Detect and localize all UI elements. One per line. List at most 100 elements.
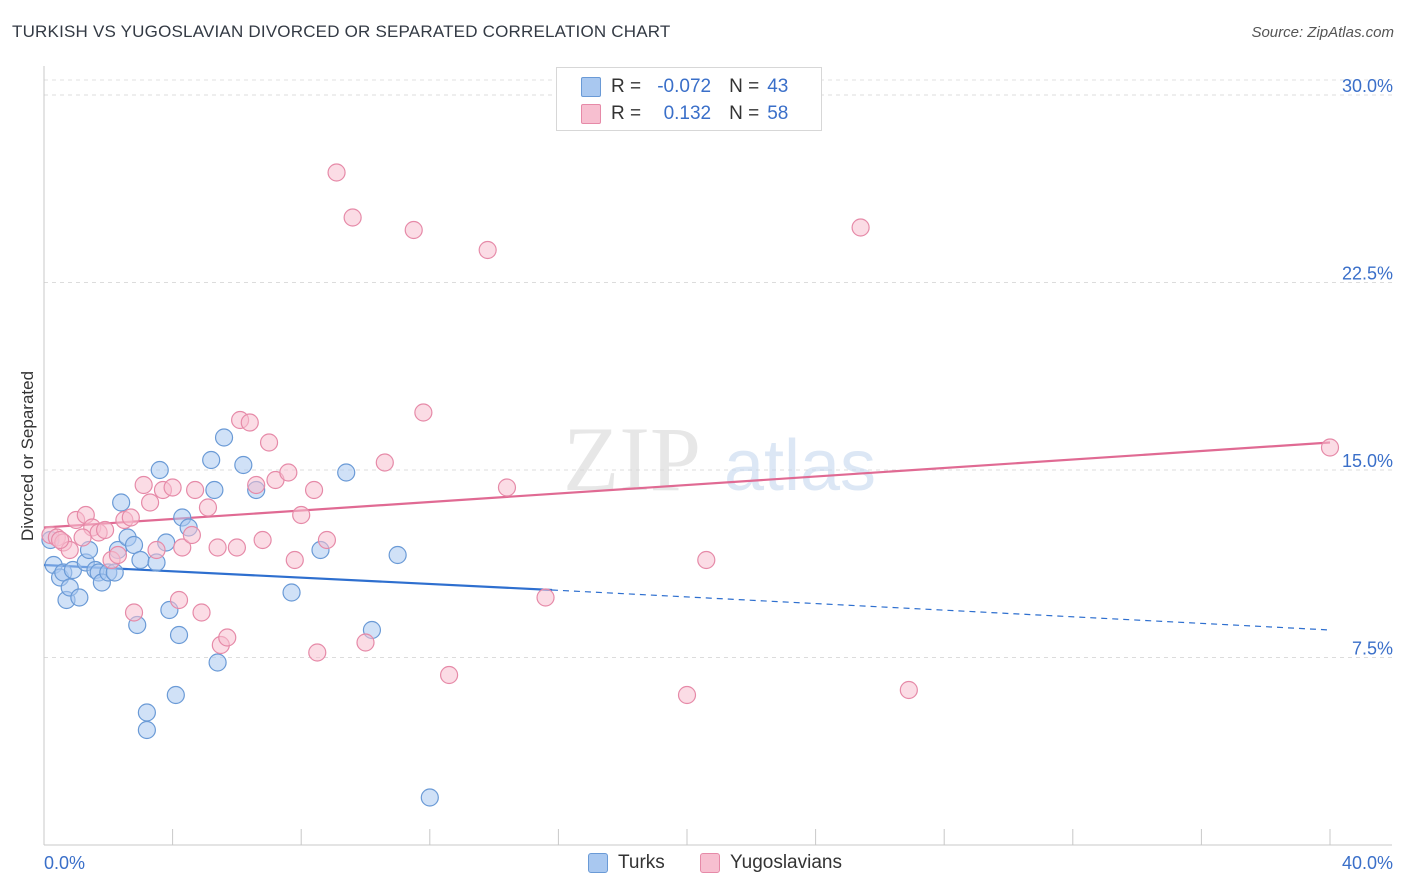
data-point-turks — [150, 460, 169, 480]
y-tick-label: 15.0% — [1342, 451, 1393, 471]
data-point-turks — [337, 463, 356, 482]
legend-row-yugoslavians: R = 0.132 N = 58 — [581, 102, 788, 126]
legend-r-value-yugoslavians: 0.132 — [663, 103, 712, 124]
data-point-yugoslavians — [192, 603, 211, 622]
data-point-turks — [214, 428, 234, 447]
data-point-yugoslavians — [108, 545, 128, 565]
data-point-yugoslavians — [497, 478, 517, 497]
data-point-turks — [169, 625, 189, 645]
data-point-yugoslavians — [140, 493, 160, 512]
data-point-yugoslavians — [304, 480, 324, 500]
trend-line-turks — [43, 563, 553, 592]
data-point-yugoslavians — [308, 643, 327, 662]
bottom-legend-yugoslavians[interactable]: Yugoslavians — [700, 852, 842, 874]
data-point-turks — [202, 450, 221, 470]
legend-n-value-turks: 43 — [767, 76, 789, 97]
y-tick-label: 7.5% — [1352, 639, 1393, 659]
data-point-yugoslavians — [73, 528, 92, 547]
data-point-yugoslavians — [697, 550, 716, 570]
data-point-yugoslavians — [134, 475, 153, 495]
trend-line-yugoslavians — [43, 441, 1331, 529]
y-tick-label: 30.0% — [1342, 76, 1393, 96]
data-point-yugoslavians — [247, 475, 266, 495]
data-point-yugoslavians — [677, 685, 697, 705]
data-point-yugoslavians — [292, 505, 311, 525]
data-point-turks — [137, 703, 156, 722]
data-point-yugoslavians — [327, 163, 346, 182]
data-point-yugoslavians — [218, 628, 237, 647]
legend-n-label: N = — [729, 76, 760, 97]
data-point-yugoslavians — [851, 218, 870, 237]
data-point-yugoslavians — [1320, 438, 1340, 457]
data-point-yugoslavians — [186, 480, 205, 500]
x-tick-label: 40.0% — [1342, 853, 1393, 873]
data-point-turks — [124, 535, 144, 555]
trend-line-extension-turks — [551, 589, 1331, 631]
data-point-yugoslavians — [198, 498, 218, 517]
data-point-yugoslavians — [163, 478, 182, 497]
x-tick-label: 0.0% — [44, 853, 85, 873]
watermark-atlas: atlas — [724, 426, 876, 506]
data-point-yugoslavians — [404, 220, 423, 240]
watermark-zip: ZIP — [563, 408, 701, 510]
data-point-yugoslavians — [121, 508, 140, 527]
data-point-yugoslavians — [478, 240, 497, 260]
chart-title: TURKISH VS YUGOSLAVIAN DIVORCED OR SEPAR… — [12, 22, 671, 41]
data-point-yugoslavians — [124, 603, 144, 622]
data-point-turks — [205, 480, 224, 500]
bottom-legend-label-turks: Turks — [618, 852, 665, 873]
trend-lines — [43, 441, 1331, 631]
data-point-yugoslavians — [169, 590, 189, 610]
data-point-yugoslavians — [50, 530, 70, 550]
legend-n-value-yugoslavians: 58 — [767, 103, 789, 124]
data-point-turks — [234, 455, 253, 475]
data-point-turks — [388, 545, 407, 565]
data-point-yugoslavians — [227, 538, 246, 557]
data-point-turks — [420, 788, 439, 807]
bottom-swatch-turks — [588, 853, 608, 873]
bottom-legend-label-yugoslavians: Yugoslavians — [730, 852, 842, 873]
data-point-yugoslavians — [285, 550, 304, 570]
data-point-turks — [208, 653, 227, 672]
data-point-yugoslavians — [253, 530, 272, 550]
data-point-yugoslavians — [343, 208, 362, 227]
stats-legend: R = -0.072 N = 43 R = 0.132 N = 58 — [556, 67, 822, 131]
data-point-yugoslavians — [182, 525, 201, 545]
data-point-turks — [131, 550, 150, 570]
bottom-legend-turks[interactable]: Turks — [588, 852, 665, 874]
legend-r-label: R = — [611, 103, 642, 124]
data-points — [41, 163, 1340, 807]
legend-r-label: R = — [611, 76, 642, 97]
y-tick-label: 22.5% — [1342, 264, 1393, 284]
bottom-swatch-yugoslavians — [700, 853, 720, 873]
data-point-turks — [137, 720, 156, 740]
data-point-yugoslavians — [899, 680, 918, 700]
tick-labels: 7.5% 15.0% 22.5% 30.0% 0.0% 40.0% — [44, 76, 1393, 873]
axes — [43, 66, 1392, 846]
data-point-turks — [282, 583, 301, 602]
data-point-yugoslavians — [147, 540, 166, 560]
data-point-yugoslavians — [375, 453, 394, 472]
data-point-yugoslavians — [208, 538, 227, 557]
legend-swatch-turks — [581, 77, 601, 97]
data-point-yugoslavians — [95, 520, 115, 540]
data-point-yugoslavians — [259, 433, 279, 452]
legend-row-turks: R = -0.072 N = 43 — [581, 75, 788, 99]
data-point-yugoslavians — [279, 463, 298, 482]
data-point-yugoslavians — [317, 530, 337, 550]
source-label: Source: ZipAtlas.com — [1251, 24, 1394, 41]
legend-n-label: N = — [729, 103, 760, 124]
data-point-turks — [166, 685, 185, 705]
data-point-yugoslavians — [439, 665, 459, 685]
data-point-yugoslavians — [414, 403, 433, 422]
gridlines — [44, 79, 1392, 658]
legend-swatch-yugoslavians — [581, 104, 601, 124]
data-point-yugoslavians — [173, 538, 192, 557]
data-point-turks — [112, 493, 131, 512]
data-point-yugoslavians — [356, 633, 375, 652]
data-point-turks — [70, 588, 89, 607]
legend-r-value-turks: -0.072 — [657, 76, 712, 97]
data-point-yugoslavians — [240, 413, 259, 432]
data-point-yugoslavians — [536, 588, 555, 607]
